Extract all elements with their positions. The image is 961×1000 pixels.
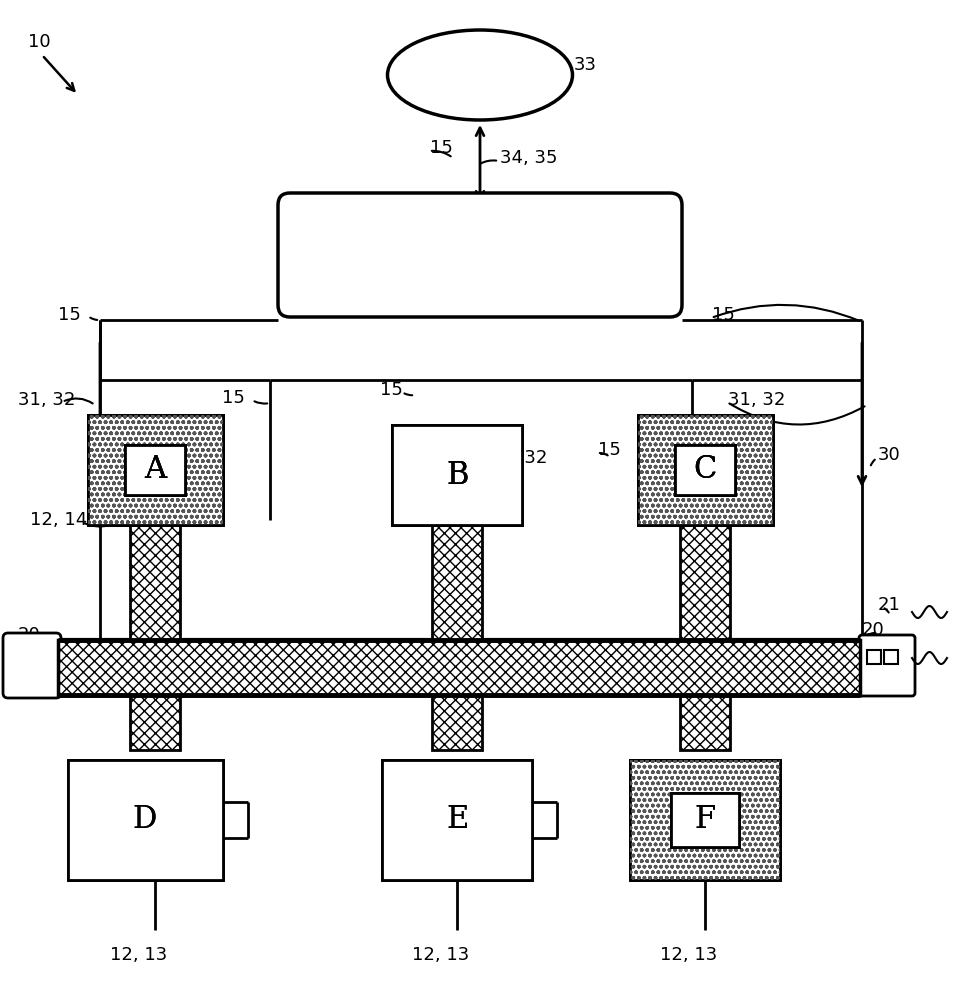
Bar — [637, 415, 773, 525]
Bar — [87, 415, 223, 525]
Text: 21: 21 — [878, 596, 900, 614]
Bar — [630, 760, 780, 880]
Bar — [675, 445, 735, 495]
FancyBboxPatch shape — [278, 193, 682, 317]
Text: F: F — [695, 804, 716, 836]
Text: 33: 33 — [574, 56, 597, 74]
Bar — [130, 525, 180, 640]
Text: C: C — [693, 454, 717, 486]
Text: A: A — [144, 454, 166, 486]
FancyBboxPatch shape — [3, 633, 61, 698]
Bar — [382, 760, 532, 880]
Text: 12, 14: 12, 14 — [30, 511, 87, 529]
Text: B: B — [446, 460, 468, 490]
Text: 34, 35: 34, 35 — [500, 149, 557, 167]
Text: B: B — [446, 460, 468, 490]
Bar — [671, 793, 739, 847]
Bar — [125, 445, 185, 495]
Bar — [630, 760, 780, 880]
Text: 10: 10 — [28, 33, 51, 51]
Bar — [675, 445, 735, 495]
Text: E: E — [446, 804, 468, 836]
FancyBboxPatch shape — [859, 635, 915, 696]
Text: 30: 30 — [878, 446, 900, 464]
Bar — [58, 640, 860, 695]
Bar — [671, 793, 739, 847]
Text: D: D — [133, 804, 158, 836]
Text: 20: 20 — [862, 621, 885, 639]
Text: F: F — [695, 804, 716, 836]
Bar — [884, 650, 898, 664]
Bar — [67, 760, 223, 880]
Bar — [125, 445, 185, 495]
Text: 20: 20 — [18, 626, 40, 644]
Text: 21: 21 — [878, 646, 900, 664]
Text: 12, 13: 12, 13 — [640, 506, 698, 524]
Text: 12, 13: 12, 13 — [660, 946, 717, 964]
Text: 15: 15 — [430, 139, 453, 157]
Text: 15: 15 — [58, 306, 81, 324]
Text: 11: 11 — [315, 211, 337, 229]
Text: 15: 15 — [712, 306, 735, 324]
Bar — [382, 760, 532, 880]
Text: 12, 13: 12, 13 — [395, 506, 453, 524]
Bar — [680, 525, 730, 640]
Bar — [680, 695, 730, 750]
Bar — [637, 415, 773, 525]
Bar — [637, 415, 773, 525]
Bar — [392, 425, 522, 525]
Bar — [87, 415, 223, 525]
Text: A: A — [144, 454, 166, 486]
Bar — [87, 415, 223, 525]
Bar — [637, 415, 773, 525]
Bar — [392, 425, 522, 525]
Bar — [58, 640, 860, 695]
Text: D: D — [133, 804, 158, 836]
Bar — [87, 415, 223, 525]
Text: 12, 13: 12, 13 — [412, 946, 469, 964]
Text: 31, 32: 31, 32 — [728, 391, 785, 409]
Bar — [867, 650, 881, 664]
Bar — [675, 445, 735, 495]
Bar — [87, 415, 223, 525]
Text: 15: 15 — [222, 389, 245, 407]
Bar — [67, 760, 223, 880]
Bar — [87, 415, 223, 525]
Text: E: E — [446, 804, 468, 836]
Text: 16: 16 — [555, 643, 578, 661]
Bar — [392, 425, 522, 525]
Text: 15: 15 — [380, 381, 403, 399]
Text: C: C — [693, 454, 717, 486]
Text: 12, 13: 12, 13 — [110, 946, 167, 964]
Bar — [125, 445, 185, 495]
Text: A: A — [144, 454, 166, 486]
Bar — [432, 695, 482, 750]
Bar — [432, 525, 482, 640]
Bar — [630, 760, 780, 880]
Bar — [637, 415, 773, 525]
Ellipse shape — [387, 30, 573, 120]
Bar — [130, 695, 180, 750]
Bar — [637, 415, 773, 525]
Text: 15: 15 — [598, 441, 621, 459]
Text: C: C — [693, 454, 717, 486]
Bar — [630, 760, 780, 880]
Text: B: B — [446, 460, 468, 490]
Text: 31, 32: 31, 32 — [490, 449, 548, 467]
Text: 31, 32: 31, 32 — [18, 391, 75, 409]
